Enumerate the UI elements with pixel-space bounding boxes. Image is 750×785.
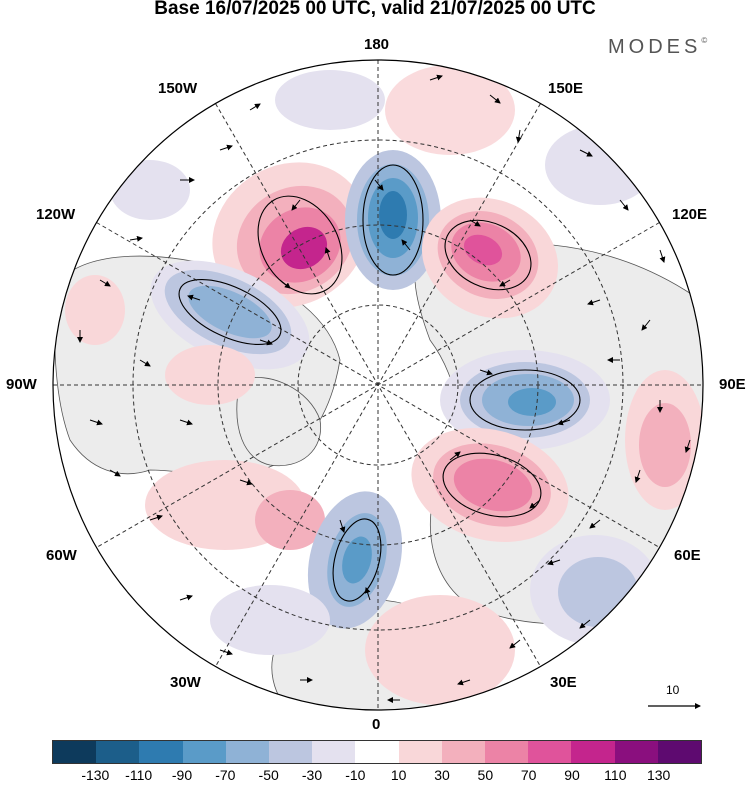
colorbar-tick-label: -30	[301, 767, 323, 783]
colorbar-tick-label: 10	[390, 767, 407, 783]
polar-map	[52, 59, 704, 711]
colorbar-tick-label: -130	[81, 767, 110, 783]
colorbar-segment	[96, 741, 140, 763]
lon-label-150e: 150E	[548, 80, 584, 97]
colorbar-segment	[139, 741, 183, 763]
colorbar-tick-label: -70	[215, 767, 236, 783]
brand-logo: MODES©	[608, 36, 707, 59]
colorbar-segment	[441, 741, 486, 763]
lon-label-0: 0	[372, 716, 381, 733]
colorbar-tick-label: 130	[646, 767, 671, 783]
colorbar-segment	[657, 741, 702, 763]
lon-label-90w: 90W	[6, 376, 37, 393]
lon-label-60w: 60W	[46, 547, 77, 564]
colorbar-segment	[355, 741, 399, 763]
colorbar-segment	[571, 741, 615, 763]
lon-label-30e: 30E	[550, 674, 577, 691]
colorbar	[52, 740, 702, 764]
colorbar-segment	[312, 741, 356, 763]
colorbar-tick-label: -90	[171, 767, 193, 783]
colorbar-tick-label: -50	[258, 767, 279, 783]
map-title: Base 16/07/2025 00 UTC, valid 21/07/2025…	[154, 0, 596, 19]
lon-label-60e: 60E	[674, 547, 701, 564]
vector-scale-label: 10	[666, 683, 680, 697]
colorbar-tick-label: 50	[477, 767, 494, 783]
graticule	[53, 60, 703, 710]
lon-label-30w: 30W	[170, 674, 201, 691]
colorbar-tick-label: 70	[520, 767, 537, 783]
colorbar-tick-label: -10	[345, 767, 366, 783]
brand-name: MODES	[608, 36, 702, 58]
lon-label-120w: 120W	[36, 206, 76, 223]
colorbar-segment	[269, 741, 313, 763]
map-boundary	[52, 59, 704, 711]
colorbar-tick-label: 110	[604, 767, 627, 783]
lon-label-150w: 150W	[158, 80, 198, 97]
lon-label-120e: 120E	[672, 206, 708, 223]
colorbar-segment	[182, 741, 226, 763]
colorbar-ticks: -130 -110 -90 -70 -50 -30 -10 10 30 50 70 90 110 130	[0, 767, 750, 785]
brand-mark: ©	[701, 36, 708, 45]
colorbar-tick-label: 30	[434, 767, 450, 783]
colorbar-segment	[225, 741, 270, 763]
colorbar-segment	[528, 741, 572, 763]
colorbar-segment	[614, 741, 658, 763]
colorbar-segment	[398, 741, 442, 763]
circulation-loops	[178, 164, 581, 602]
lon-label-90e: 90E	[719, 376, 746, 393]
colorbar-segment	[485, 741, 529, 763]
lon-label-180: 180	[364, 36, 390, 53]
colorbar-segment	[53, 741, 97, 763]
colorbar-tick-label: -110	[125, 767, 153, 783]
colorbar-tick-label: 90	[564, 767, 580, 783]
